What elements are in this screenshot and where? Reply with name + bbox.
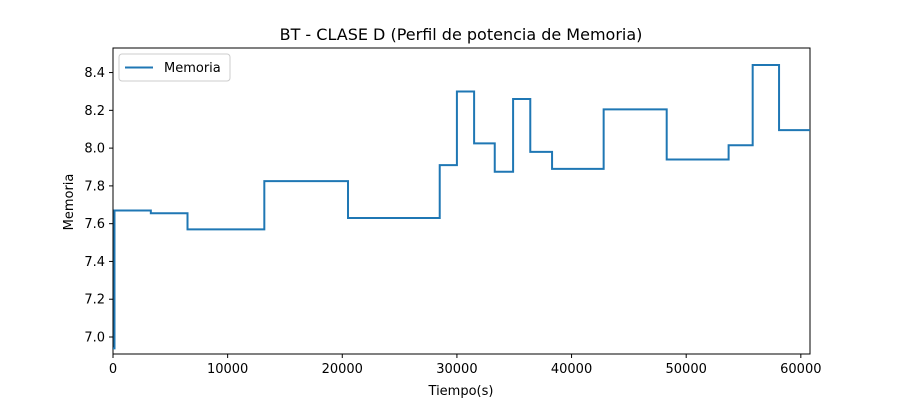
- y-tick-label: 8.0: [84, 142, 105, 157]
- y-tick-label: 7.6: [84, 217, 105, 232]
- plot-frame: [112, 47, 811, 355]
- y-tick-label: 8.2: [84, 104, 105, 119]
- plot-area: [112, 47, 811, 355]
- x-tick-label: 60000: [780, 362, 821, 377]
- x-axis-ticks: 0 10000 20000 30000 40000 50000 60000: [109, 354, 822, 377]
- series-line-memoria: [113, 64, 810, 350]
- x-tick-label: 50000: [666, 362, 707, 377]
- legend-label-memoria: Memoria: [164, 61, 221, 76]
- x-tick-label: 20000: [322, 362, 363, 377]
- chart-title: BT - CLASE D (Perfil de potencia de Memo…: [280, 25, 643, 44]
- x-tick-label: 10000: [207, 362, 248, 377]
- x-tick-label: 40000: [551, 362, 592, 377]
- y-axis-ticks: 7.0 7.2 7.4 7.6 7.8 8.0 8.2 8.4: [84, 66, 113, 346]
- y-tick-label: 7.4: [84, 255, 105, 270]
- y-tick-label: 7.2: [84, 293, 105, 308]
- legend: Memoria: [118, 53, 231, 82]
- x-axis-label: Tiempo(s): [428, 384, 494, 399]
- y-tick-label: 7.8: [84, 179, 105, 194]
- series-layer: [113, 64, 810, 350]
- y-tick-label: 8.4: [84, 66, 105, 81]
- y-tick-label: 7.0: [84, 331, 105, 346]
- legend-box: [118, 53, 231, 82]
- x-tick-label: 30000: [436, 362, 477, 377]
- x-tick-label: 0: [109, 362, 117, 377]
- y-axis-label: Memoria: [62, 174, 77, 231]
